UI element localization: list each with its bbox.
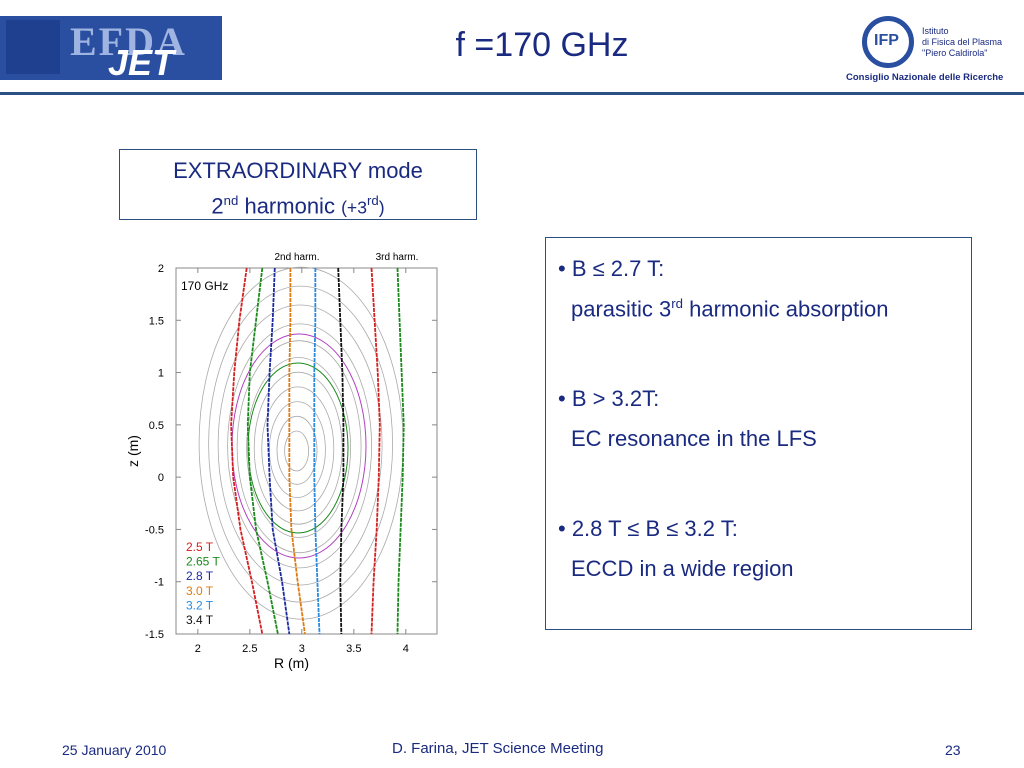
mode-line: EXTRAORDINARY mode	[173, 158, 423, 183]
slide-title: f =170 GHz	[455, 26, 629, 64]
logo-line: "Piero Caldirola"	[922, 48, 988, 58]
resonance-line	[337, 267, 345, 635]
flux-contour	[246, 357, 352, 538]
ifp-logo: IFP Istituto di Fisica del Plasma "Piero C…	[846, 14, 1020, 86]
legend-entry: 2.65 T	[186, 555, 220, 569]
eu-stars	[6, 20, 60, 74]
text: ECCD in a wide region	[571, 556, 794, 581]
x-tick-label: 2.5	[242, 643, 257, 655]
x-tick-label: 2	[195, 643, 201, 655]
text: parasitic 3	[571, 296, 672, 322]
footer-date: 25 January 2010	[62, 742, 167, 758]
plot-frame	[175, 267, 438, 635]
y-tick-label: 0.5	[149, 420, 164, 432]
x-axis-label: R (m)	[274, 655, 309, 671]
flux-contour	[276, 415, 318, 485]
small-text: (+3	[341, 197, 367, 218]
y-tick-label: -1	[154, 577, 164, 589]
efda-logo: EFDA JET	[0, 16, 222, 83]
logo-text: EFDA	[70, 19, 187, 64]
x-tick-label: 3.5	[346, 643, 361, 655]
flux-contour	[208, 285, 394, 603]
logo-text: IFP	[874, 32, 899, 49]
small-text: )	[378, 197, 385, 218]
text: harmonic	[238, 193, 342, 219]
legend-entry: 3.4 T	[186, 613, 214, 627]
text: harmonic absorption	[683, 296, 889, 322]
resonance-line	[230, 267, 264, 635]
flux-contour	[261, 386, 335, 512]
superscript: rd	[366, 193, 379, 208]
flux-contour	[217, 304, 383, 586]
bullet-body: EC resonance in the LFS	[558, 426, 971, 516]
resonance-line	[396, 267, 405, 635]
flux-contour	[236, 340, 362, 554]
y-tick-label: -0.5	[145, 524, 164, 536]
x-tick-label: 4	[403, 643, 409, 655]
bullet-body: parasitic 3rd harmonic absorption	[558, 296, 971, 386]
plot: 2 2.5 3 3.5 4 -1.5 -1 -0.5 0 0.5 1 1.5 2 R (m) z (m) 17…	[125, 252, 438, 671]
footer-center: D. Farina, JET Science Meeting	[392, 740, 604, 757]
flux-contour	[227, 323, 373, 569]
legend-entry: 2.8 T	[186, 569, 214, 583]
page-number: 23	[945, 742, 961, 758]
resonance-line	[313, 268, 321, 635]
header-rule	[0, 92, 1024, 95]
y-axis-label: z (m)	[125, 435, 141, 467]
superscript: nd	[223, 193, 239, 208]
annotation: 170 GHz	[181, 279, 228, 293]
y-tick-label: -1.5	[145, 629, 164, 641]
resonance-line	[370, 267, 381, 635]
bullet-head: • B ≤ 2.7 T:	[558, 256, 665, 281]
resonance-line	[246, 267, 279, 635]
flux-contour	[268, 401, 326, 499]
harmonic-label: 2nd harm.	[274, 252, 319, 263]
superscript: rd	[671, 296, 684, 311]
flux-contour	[284, 430, 310, 472]
text: EC resonance in the LFS	[571, 426, 817, 451]
y-tick-label: 1	[158, 368, 164, 380]
resonance-line	[288, 268, 306, 635]
resonance-line	[266, 267, 291, 635]
text: 2	[211, 193, 224, 219]
bullet-body: ECCD in a wide region	[558, 556, 971, 646]
logo-lines: Istituto di Fisica del Plasma "Piero Caldi…	[922, 26, 1002, 59]
y-tick-label: 1.5	[149, 315, 164, 327]
y-tick-label: 0	[158, 472, 164, 484]
bullet-box: • B ≤ 2.7 T: parasitic 3rd harmonic absor…	[545, 237, 972, 630]
legend-entry: 3.0 T	[186, 584, 214, 598]
harmonic-label: 3rd harm.	[376, 252, 419, 263]
legend-entry: 3.2 T	[186, 598, 214, 612]
bullet-head: • 2.8 T ≤ B ≤ 3.2 T:	[558, 516, 738, 541]
mode-line: 2nd harmonic (+3rd)	[120, 186, 476, 222]
y-tick-label: 2	[158, 263, 164, 275]
legend-entry: 2.5 T	[186, 540, 214, 554]
logo-text: JET	[108, 42, 175, 83]
logo-line: di Fisica del Plasma	[922, 37, 1003, 47]
logo-line: Istituto	[922, 26, 949, 36]
bullet-head: • B > 3.2T:	[558, 386, 660, 411]
x-tick-label: 3	[299, 643, 305, 655]
mode-box: EXTRAORDINARY mode 2nd harmonic (+3rd)	[119, 149, 477, 220]
logo-mark	[862, 16, 914, 68]
flux-contour	[253, 371, 343, 525]
logo-text: Consiglio Nazionale delle Ricerche	[846, 72, 1004, 83]
